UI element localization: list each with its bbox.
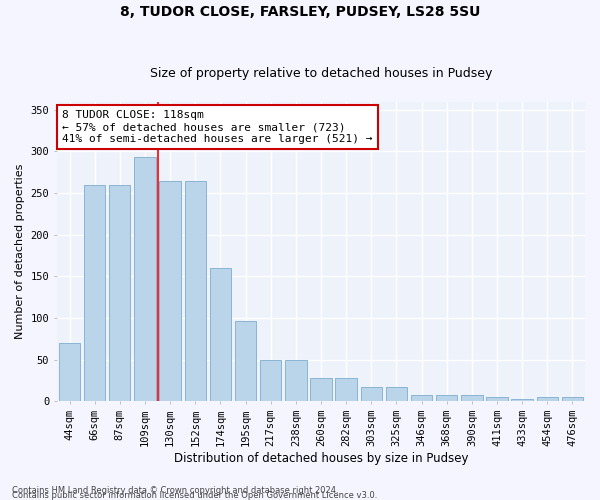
Bar bbox=[84, 185, 106, 402]
Bar bbox=[411, 394, 432, 402]
X-axis label: Distribution of detached houses by size in Pudsey: Distribution of detached houses by size … bbox=[174, 452, 468, 465]
Bar bbox=[260, 360, 281, 402]
Bar bbox=[361, 387, 382, 402]
Bar bbox=[235, 320, 256, 402]
Bar bbox=[536, 397, 558, 402]
Bar bbox=[511, 399, 533, 402]
Bar bbox=[285, 360, 307, 402]
Bar bbox=[436, 394, 457, 402]
Title: Size of property relative to detached houses in Pudsey: Size of property relative to detached ho… bbox=[150, 66, 492, 80]
Bar bbox=[185, 180, 206, 402]
Bar bbox=[109, 185, 130, 402]
Text: 8 TUDOR CLOSE: 118sqm
← 57% of detached houses are smaller (723)
41% of semi-det: 8 TUDOR CLOSE: 118sqm ← 57% of detached … bbox=[62, 110, 373, 144]
Bar bbox=[134, 158, 155, 402]
Bar bbox=[160, 180, 181, 402]
Bar bbox=[335, 378, 357, 402]
Bar bbox=[461, 394, 482, 402]
Bar bbox=[487, 397, 508, 402]
Y-axis label: Number of detached properties: Number of detached properties bbox=[15, 164, 25, 339]
Text: Contains HM Land Registry data © Crown copyright and database right 2024.: Contains HM Land Registry data © Crown c… bbox=[12, 486, 338, 495]
Text: 8, TUDOR CLOSE, FARSLEY, PUDSEY, LS28 5SU: 8, TUDOR CLOSE, FARSLEY, PUDSEY, LS28 5S… bbox=[120, 5, 480, 19]
Bar bbox=[210, 268, 231, 402]
Bar bbox=[310, 378, 332, 402]
Bar bbox=[59, 343, 80, 402]
Bar bbox=[562, 397, 583, 402]
Bar bbox=[386, 387, 407, 402]
Text: Contains public sector information licensed under the Open Government Licence v3: Contains public sector information licen… bbox=[12, 490, 377, 500]
